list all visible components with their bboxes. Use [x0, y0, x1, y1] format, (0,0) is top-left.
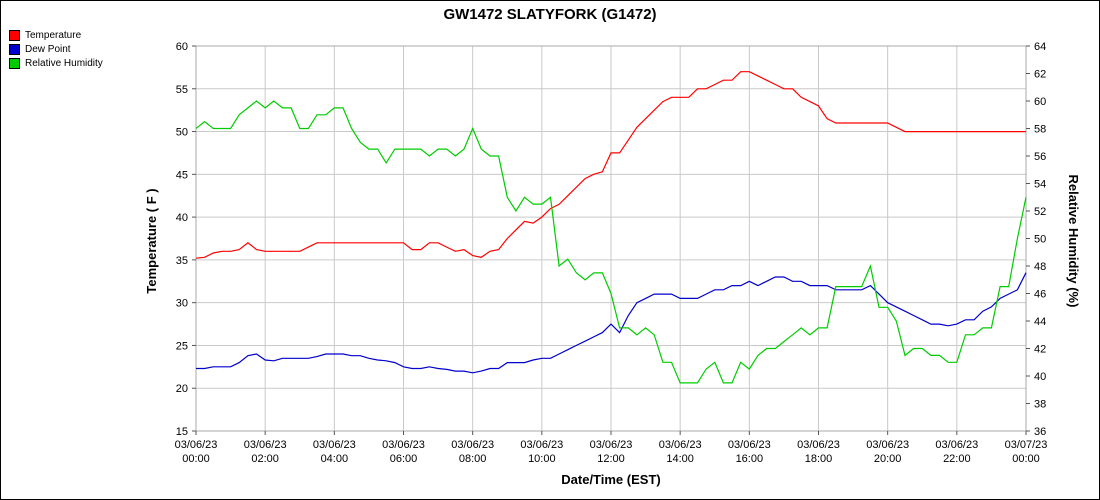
- svg-text:56: 56: [1034, 151, 1046, 163]
- svg-text:10:00: 10:00: [528, 453, 556, 465]
- svg-text:04:00: 04:00: [321, 453, 349, 465]
- legend-swatch-temperature-icon: [9, 29, 20, 41]
- legend-item-temperature: Temperature: [9, 28, 103, 42]
- svg-text:22:00: 22:00: [943, 453, 971, 465]
- svg-text:08:00: 08:00: [459, 453, 487, 465]
- svg-text:60: 60: [1034, 96, 1046, 108]
- svg-text:03/06/23: 03/06/23: [451, 439, 494, 451]
- svg-text:03/06/23: 03/06/23: [313, 439, 356, 451]
- svg-text:03/06/23: 03/06/23: [590, 439, 633, 451]
- series-layer: [195, 71, 1027, 384]
- svg-text:03/06/23: 03/06/23: [520, 439, 563, 451]
- legend-label-relative-humidity: Relative Humidity: [25, 57, 103, 69]
- svg-text:25: 25: [176, 340, 188, 352]
- y-axis-title-right: Relative Humidity (%): [1066, 175, 1081, 308]
- svg-text:55: 55: [176, 84, 188, 96]
- axis-labels-layer: 60 55 50 45 40 35 30 25 20 15 64 62 60 58 56 54 52 50 48 46…: [175, 41, 1048, 465]
- svg-text:48: 48: [1034, 261, 1046, 273]
- chart-title: GW1472 SLATYFORK (G1472): [443, 6, 657, 23]
- legend-item-dew-point: Dew Point: [9, 42, 103, 56]
- svg-text:20: 20: [176, 383, 188, 395]
- svg-text:50: 50: [1034, 234, 1046, 246]
- legend-swatch-dew-point-icon: [9, 43, 20, 55]
- svg-text:58: 58: [1034, 124, 1046, 136]
- svg-text:46: 46: [1034, 289, 1046, 301]
- svg-text:38: 38: [1034, 399, 1046, 411]
- svg-text:03/06/23: 03/06/23: [175, 439, 218, 451]
- svg-text:15: 15: [176, 426, 188, 438]
- grid-layer: [195, 45, 1027, 432]
- svg-text:52: 52: [1034, 206, 1046, 218]
- legend-label-temperature: Temperature: [25, 29, 82, 41]
- svg-text:00:00: 00:00: [1012, 453, 1040, 465]
- svg-text:36: 36: [1034, 426, 1046, 438]
- y-axis-title-left: Temperature ( F ): [144, 188, 159, 293]
- svg-text:40: 40: [1034, 371, 1046, 383]
- svg-text:20:00: 20:00: [874, 453, 902, 465]
- svg-text:02:00: 02:00: [251, 453, 279, 465]
- svg-text:03/06/23: 03/06/23: [659, 439, 702, 451]
- svg-text:03/06/23: 03/06/23: [244, 439, 287, 451]
- legend: Temperature Dew Point Relative Humidity: [9, 28, 103, 70]
- svg-text:30: 30: [176, 298, 188, 310]
- svg-text:12:00: 12:00: [597, 453, 625, 465]
- svg-text:03/06/23: 03/06/23: [728, 439, 771, 451]
- x-axis-title: Date/Time (EST): [561, 472, 660, 487]
- svg-text:64: 64: [1034, 41, 1046, 53]
- svg-text:18:00: 18:00: [805, 453, 833, 465]
- legend-label-dew-point: Dew Point: [25, 43, 71, 55]
- svg-text:44: 44: [1034, 316, 1046, 328]
- svg-text:14:00: 14:00: [666, 453, 694, 465]
- svg-text:62: 62: [1034, 69, 1046, 81]
- svg-text:60: 60: [176, 41, 188, 53]
- legend-swatch-relative-humidity-icon: [9, 57, 20, 69]
- svg-text:03/06/23: 03/06/23: [382, 439, 425, 451]
- svg-text:35: 35: [176, 255, 188, 267]
- svg-text:45: 45: [176, 169, 188, 181]
- svg-text:50: 50: [176, 127, 188, 139]
- svg-text:40: 40: [176, 212, 188, 224]
- svg-text:54: 54: [1034, 179, 1046, 191]
- svg-text:03/07/23: 03/07/23: [1005, 439, 1048, 451]
- legend-item-relative-humidity: Relative Humidity: [9, 56, 103, 70]
- svg-text:03/06/23: 03/06/23: [935, 439, 978, 451]
- svg-text:06:00: 06:00: [390, 453, 418, 465]
- svg-text:03/06/23: 03/06/23: [866, 439, 909, 451]
- svg-text:00:00: 00:00: [182, 453, 210, 465]
- svg-text:16:00: 16:00: [736, 453, 764, 465]
- svg-text:42: 42: [1034, 344, 1046, 356]
- svg-text:03/06/23: 03/06/23: [797, 439, 840, 451]
